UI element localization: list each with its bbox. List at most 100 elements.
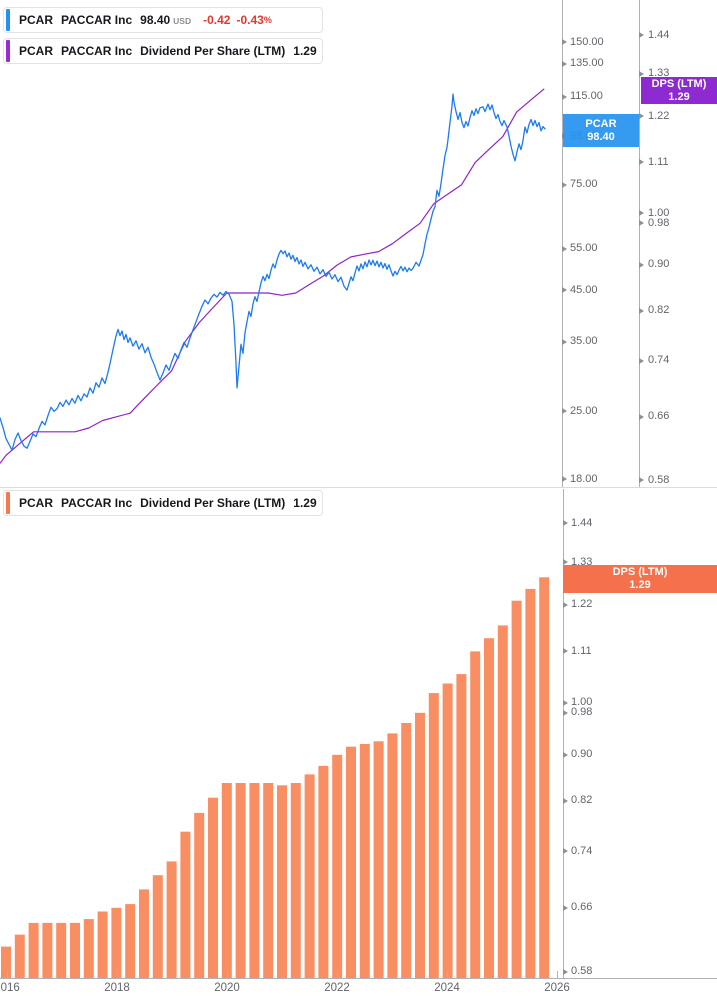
y-axis-tick-marker	[562, 181, 567, 188]
dividend-bar-chart-canvas[interactable]	[0, 487, 717, 1005]
y-axis-tick-label: 0.74	[571, 844, 593, 857]
y-axis-tick-marker	[563, 648, 568, 655]
y-axis-tick-marker	[562, 408, 567, 415]
y-axis-tick-marker	[639, 357, 644, 364]
y-axis-tick-marker	[563, 601, 568, 608]
dps-bar	[415, 712, 425, 978]
y-axis-tick-label: 0.98	[571, 706, 593, 719]
price-chart-canvas[interactable]	[0, 0, 717, 487]
dps-bar	[304, 774, 315, 978]
y-axis-tick-label: 150.00	[570, 35, 604, 48]
y-axis-tick-marker	[562, 287, 567, 294]
dps-bar	[346, 746, 356, 978]
dps-bar	[1, 946, 11, 978]
y-axis-tick-marker	[562, 60, 567, 67]
y-axis-tick-marker	[562, 338, 567, 345]
x-axis-year-label: 2026	[544, 982, 570, 994]
y-axis-tick-label: 0.98	[648, 216, 670, 229]
y-axis-tick-label: 0.90	[571, 748, 593, 761]
dps-bar	[456, 674, 467, 978]
y-axis-tick-marker	[639, 210, 644, 217]
metric-name: Dividend Per Share (LTM)	[140, 44, 286, 58]
y-axis-tick-marker	[563, 904, 568, 911]
dps-bar	[511, 600, 522, 978]
y-axis-tick-label: 1.22	[648, 109, 670, 122]
y-axis-tick-marker	[563, 699, 568, 706]
dps-bar	[290, 783, 301, 978]
last-dps-axis-label-bottom[interactable]: DPS (LTM) 1.29	[563, 565, 717, 593]
dps-bar	[56, 922, 67, 978]
company-name: PACCAR Inc	[61, 44, 133, 58]
y-axis-tick-marker	[562, 245, 567, 252]
last-dps-axis-label-top[interactable]: DPS (LTM) 1.29	[641, 77, 717, 104]
legend-dps-overlay-series[interactable]: PCAR PACCAR Inc Dividend Per Share (LTM)…	[3, 38, 323, 64]
y-axis-tick-marker	[563, 797, 568, 804]
y-axis-tick-label: 45.00	[570, 283, 598, 296]
ticker-symbol: PCAR	[19, 496, 54, 510]
dps-bar	[359, 744, 370, 978]
dps-bar	[442, 683, 453, 978]
y-axis-tick-label: 18.00	[570, 472, 598, 485]
dps-bar	[139, 889, 149, 978]
pane-divider[interactable]	[0, 487, 717, 488]
dps-bar	[387, 733, 398, 978]
y-axis-tick-label: 0.66	[648, 410, 670, 423]
x-axis-year-label: 2018	[104, 982, 130, 994]
dps-bar	[497, 625, 508, 978]
y-axis-tick-label: 0.74	[648, 354, 670, 367]
y-axis-tick-label: 75.00	[570, 178, 598, 191]
last-price-axis-label[interactable]: PCAR 98.40	[563, 114, 639, 147]
dps-bar	[152, 875, 163, 978]
dps-bar	[221, 783, 232, 978]
dps-bar	[332, 754, 343, 978]
dps-bar	[235, 783, 246, 978]
dps-bar-series-color-bar	[6, 492, 10, 514]
y-axis-tick-label: 25.00	[570, 404, 598, 417]
legend-dps-bar-series[interactable]: PCAR PACCAR Inc Dividend Per Share (LTM)…	[3, 490, 323, 516]
y-axis-tick-marker	[639, 261, 644, 268]
last-dps-value: 1.29	[293, 44, 317, 58]
y-axis-tick-label: 1.00	[571, 696, 593, 709]
dps-bar	[428, 693, 439, 978]
dps-bar	[470, 651, 481, 978]
dps-bar	[539, 577, 550, 978]
ticker-symbol: PCAR	[19, 13, 54, 27]
price-change: -0.42	[203, 13, 231, 27]
y-axis-tick-marker	[639, 159, 644, 166]
y-axis-tick-label: 1.44	[648, 28, 670, 41]
price-series-color-bar	[6, 9, 10, 31]
y-axis-tick-marker	[639, 70, 644, 77]
legend-price-series[interactable]: PCAR PACCAR Inc 98.40 USD -0.42 -0.43%	[3, 7, 323, 33]
x-axis-year-label: 2020	[214, 982, 240, 994]
dps-bar	[14, 934, 25, 978]
y-axis-tick-label: 0.82	[648, 304, 670, 317]
y-axis-tick-label: 1.33	[571, 555, 593, 568]
dps-series-color-bar	[6, 40, 10, 62]
dps-bar	[180, 831, 191, 978]
dps-bar	[249, 783, 260, 978]
company-name: PACCAR Inc	[61, 496, 133, 510]
y-axis-tick-label: 0.82	[571, 794, 593, 807]
dps-bar	[401, 723, 412, 978]
last-price-value: 98.40	[140, 13, 171, 27]
dps-bar	[277, 785, 287, 978]
company-name: PACCAR Inc	[61, 13, 133, 27]
price-change-percent: -0.43%	[236, 13, 272, 27]
dps-bar	[166, 861, 177, 978]
dps-bar	[111, 907, 122, 978]
y-axis-tick-marker	[639, 32, 644, 38]
y-axis-tick-marker	[563, 751, 568, 758]
x-axis-year-label: 2016	[0, 982, 20, 994]
y-axis-tick-label: 55.00	[570, 242, 598, 255]
y-axis-tick-marker	[639, 413, 644, 420]
currency-code: USD	[173, 16, 192, 26]
y-axis-tick-label: 135.00	[570, 57, 604, 70]
y-axis-tick-label: 1.11	[648, 155, 669, 168]
percent-sign: %	[263, 15, 272, 25]
dps-bar	[97, 911, 108, 978]
dps-bar	[194, 812, 205, 978]
metric-name: Dividend Per Share (LTM)	[140, 496, 286, 510]
y-axis-tick-label: 35.00	[570, 335, 598, 348]
y-axis-tick-label: 1.44	[571, 516, 593, 529]
y-axis-tick-marker	[639, 477, 644, 483]
